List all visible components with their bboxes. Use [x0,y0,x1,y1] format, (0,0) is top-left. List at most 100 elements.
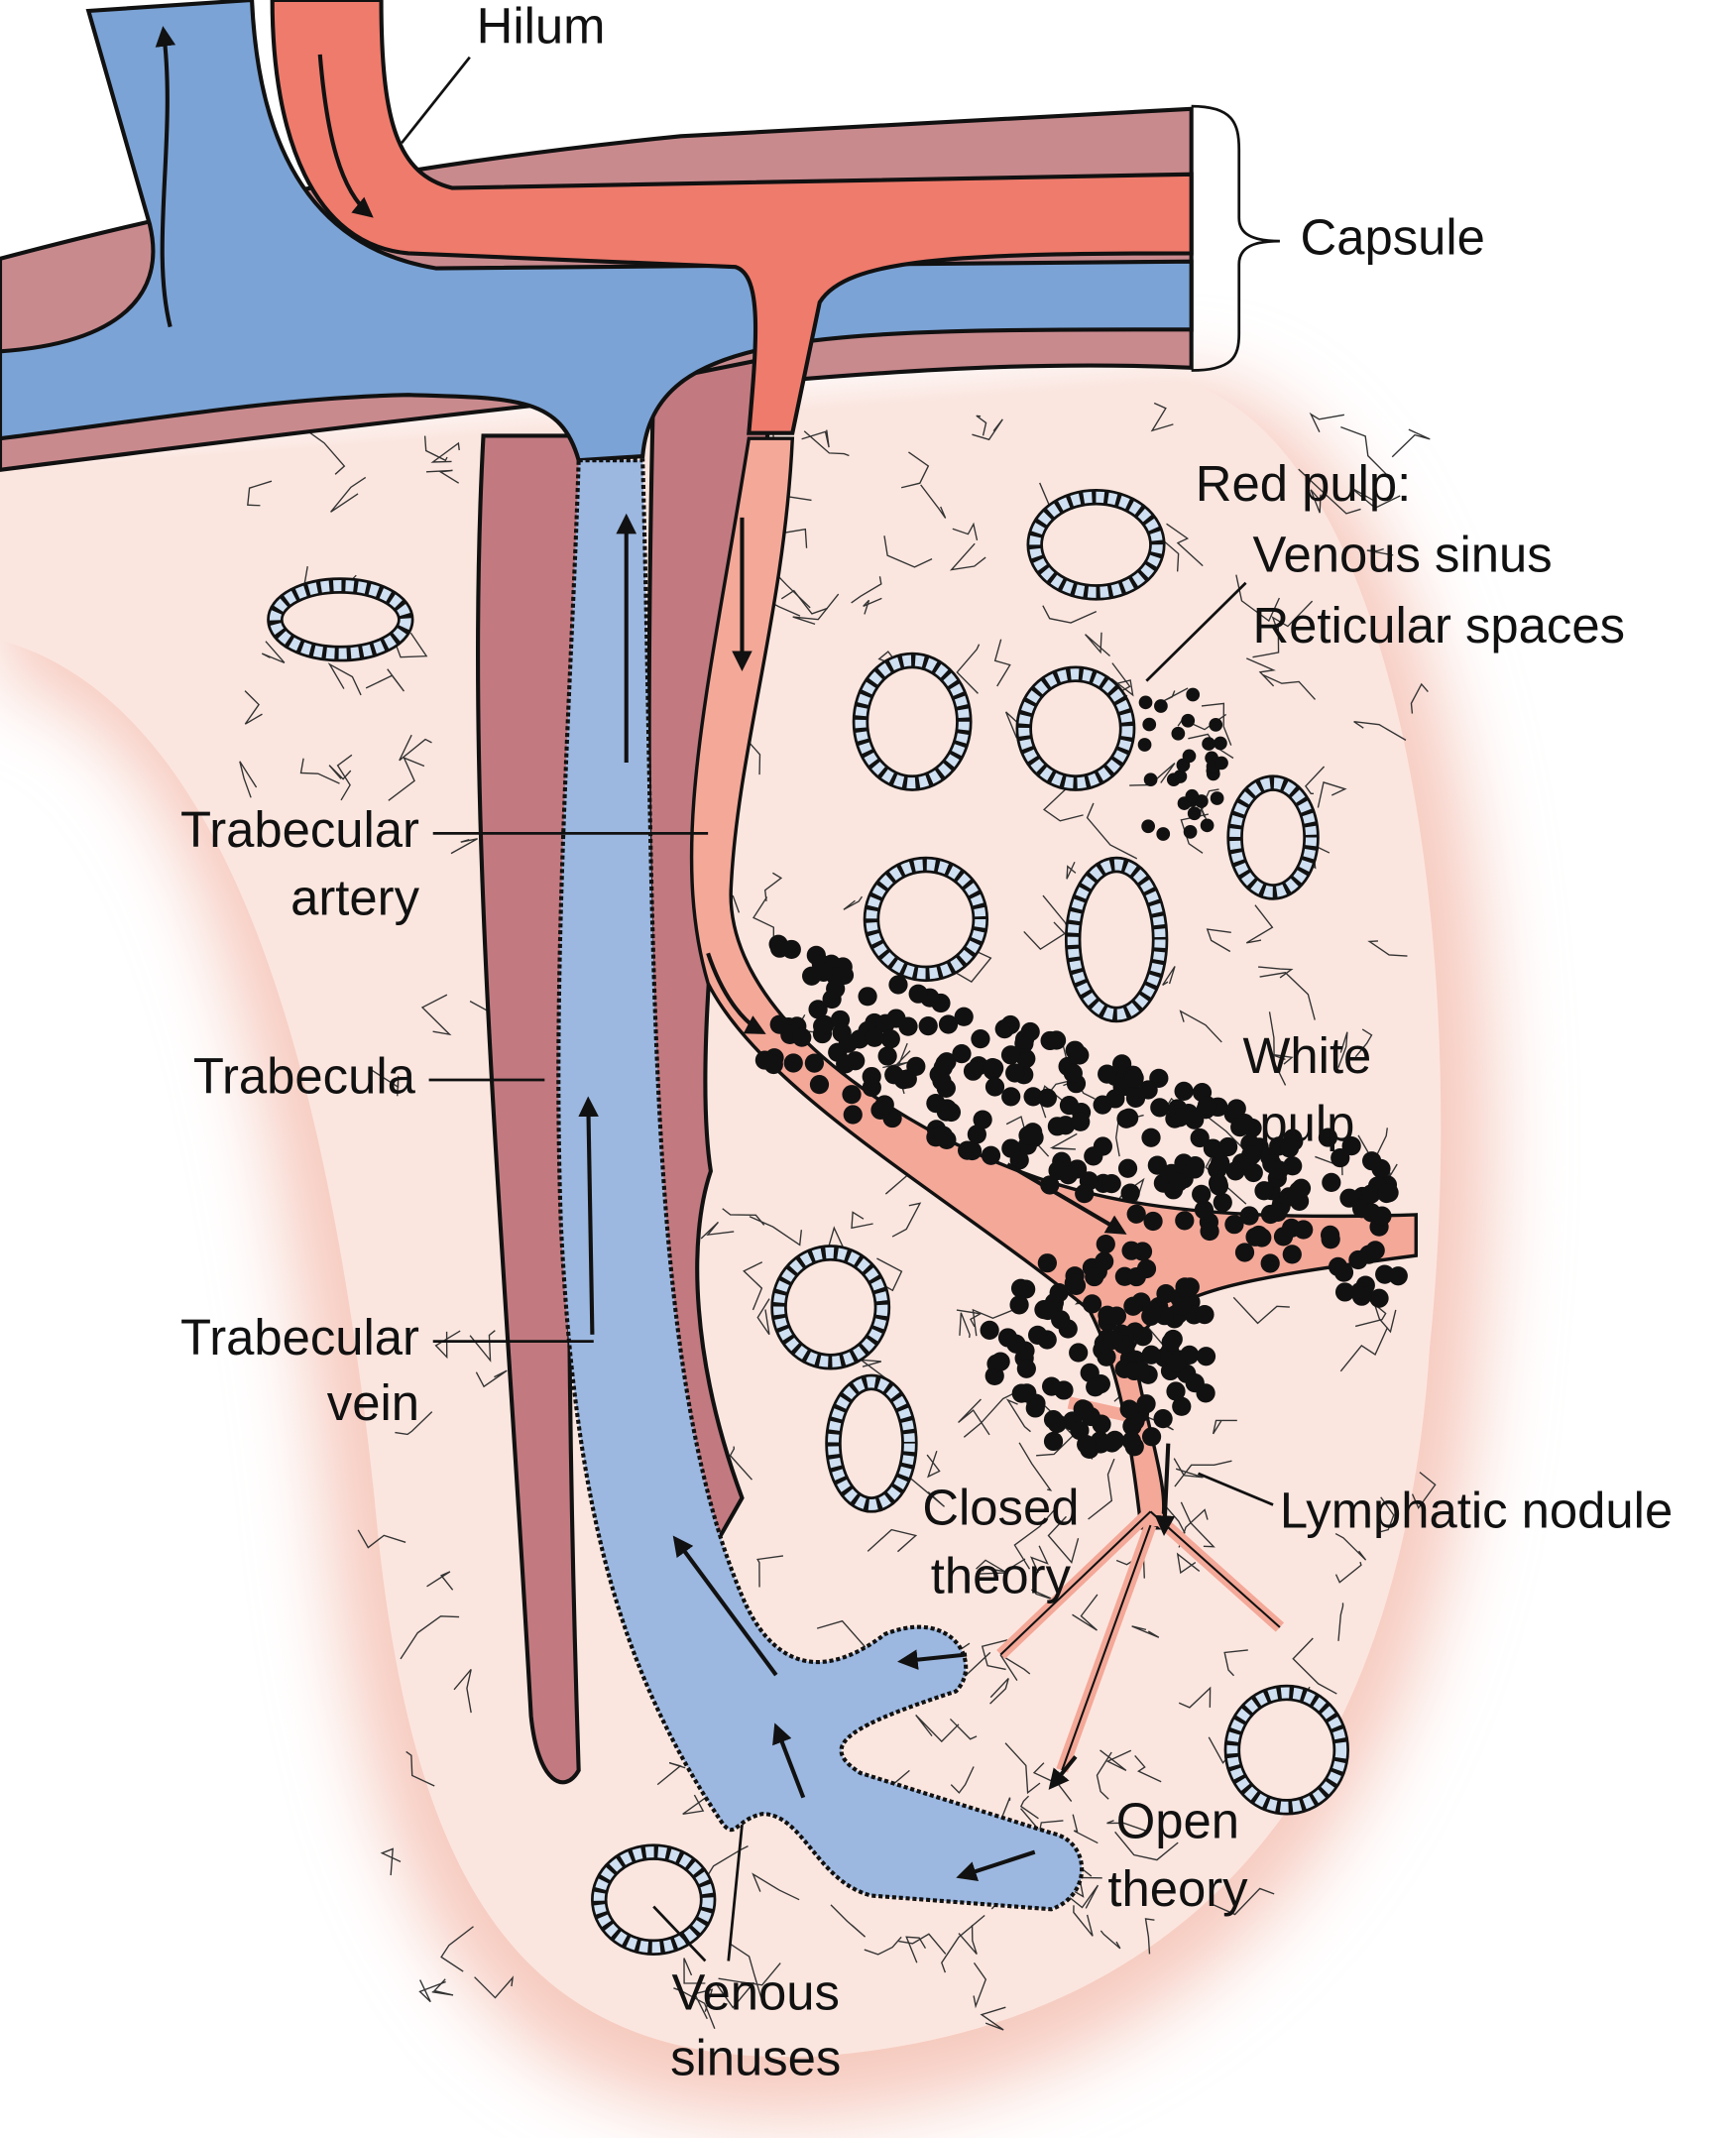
lymphocyte [1348,1249,1368,1270]
reticular-fiber [693,1988,714,2020]
reticular-fiber [973,1962,987,2009]
reticular-fiber [1004,1742,1041,1795]
reticular-fiber [1350,487,1401,510]
reticular-fiber [859,1359,888,1380]
lymphocyte [1209,1176,1229,1196]
lymphocyte [1172,1396,1192,1416]
lymphocyte [865,1027,884,1047]
reticular-fiber [1106,1820,1150,1834]
reticular-fiber [450,838,478,855]
label: Red pulp: [1196,455,1411,512]
reticular-fiber [1259,972,1316,1020]
venous-sinus-wall [866,859,986,980]
lymphocyte [1080,1363,1099,1382]
reticular-fiber [876,1257,903,1292]
lymphocyte [1000,1045,1021,1065]
reticular-fiber [950,1766,975,1794]
reticular-fiber [1380,1496,1395,1533]
reticular-fiber [1317,781,1347,808]
reticular-fiber [1337,1031,1348,1068]
reticular-fiber [843,895,864,910]
label: Trabecular [180,801,419,858]
lymphocyte [1037,1253,1057,1273]
reticular-fiber [365,668,405,692]
reticular-fiber [1292,1637,1337,1695]
lymphocyte [858,987,877,1007]
lymphocyte [1208,1159,1227,1180]
lymphocyte [1126,1204,1146,1224]
blood-cell [1210,791,1224,805]
blood-cell [1214,736,1227,751]
lymphocyte [1185,1373,1205,1393]
reticular-fiber [1206,928,1231,953]
lymphocyte [1043,1431,1064,1452]
reticular-fiber [1072,1814,1099,1844]
lymphocyte [1339,1188,1359,1208]
lymphocyte [1269,1160,1289,1180]
reticular-fiber [1357,1128,1388,1163]
reticular-fiber [1114,1831,1179,1861]
lymphocyte [754,1050,775,1070]
lymphocyte [1075,1184,1095,1204]
lymphocyte [1150,1098,1170,1118]
lymphocyte [802,966,822,986]
label: Venous [671,1964,839,2021]
blood-cell [1143,772,1158,787]
lymphocyte [1254,1181,1274,1201]
reticular-fiber [395,1411,433,1436]
label: pulp [1259,1095,1354,1151]
reticular-fiber [1271,600,1314,628]
sinuses [267,488,1349,1956]
reticular-fiber [780,589,829,615]
lymphocyte [1028,1325,1048,1345]
reticular-fiber [244,690,263,725]
lymphocyte [908,984,928,1004]
reticular-fiber [1032,1762,1073,1802]
reticular-fiber [729,1446,753,1481]
reticular-fiber [956,1309,984,1328]
reticular-fiber [1310,489,1322,514]
lymphocyte [1098,1064,1117,1084]
reticular-fiber [1031,1581,1056,1602]
reticular-fiber [423,435,448,462]
reticular-fiber [328,765,352,780]
lymphocyte [1341,1135,1361,1156]
reticular-fiber [959,1312,971,1339]
lymphocyte [1141,1345,1161,1365]
reticular-fiber [1223,1649,1248,1677]
reticular-fiber [763,872,783,901]
lymphocyte [813,1016,833,1036]
lymphocyte [1153,1409,1173,1429]
lymphocyte [963,1061,984,1081]
blood-cell [1183,825,1198,839]
lymphocyte [918,1015,938,1036]
lymphocyte [1037,1088,1057,1108]
lymphocyte [1175,1211,1195,1231]
reticular-fiber [722,1208,765,1226]
lymphocyte [1149,1068,1169,1088]
lymphocyte [1025,1398,1045,1418]
reticular-fiber [972,1307,1019,1337]
label: Capsule [1301,208,1485,265]
lymphocyte [1046,1030,1067,1050]
lymphocyte [1376,1183,1397,1204]
reticular-fiber [469,1330,496,1363]
lymphocyte [1124,1068,1144,1088]
reticular-fiber [239,761,258,798]
reticular-fiber [474,1975,515,1999]
lymphocyte [1249,1225,1269,1246]
venous-sinus-wall [1018,668,1133,789]
reticular-fiber [958,1398,990,1436]
reticular-fiber [953,947,992,984]
reticular-fiber [1201,702,1232,746]
reticular-fiber [749,1216,803,1247]
reticular-fiber [327,662,362,696]
lymphocyte [1147,1155,1167,1175]
reticular-fiber [1173,1458,1204,1479]
reticular-fiber [851,1211,873,1230]
lymphocyte [1131,1361,1151,1380]
lymphocyte [1132,1242,1153,1261]
reticular-fiber [431,1978,454,1996]
label: sinuses [670,2030,841,2086]
